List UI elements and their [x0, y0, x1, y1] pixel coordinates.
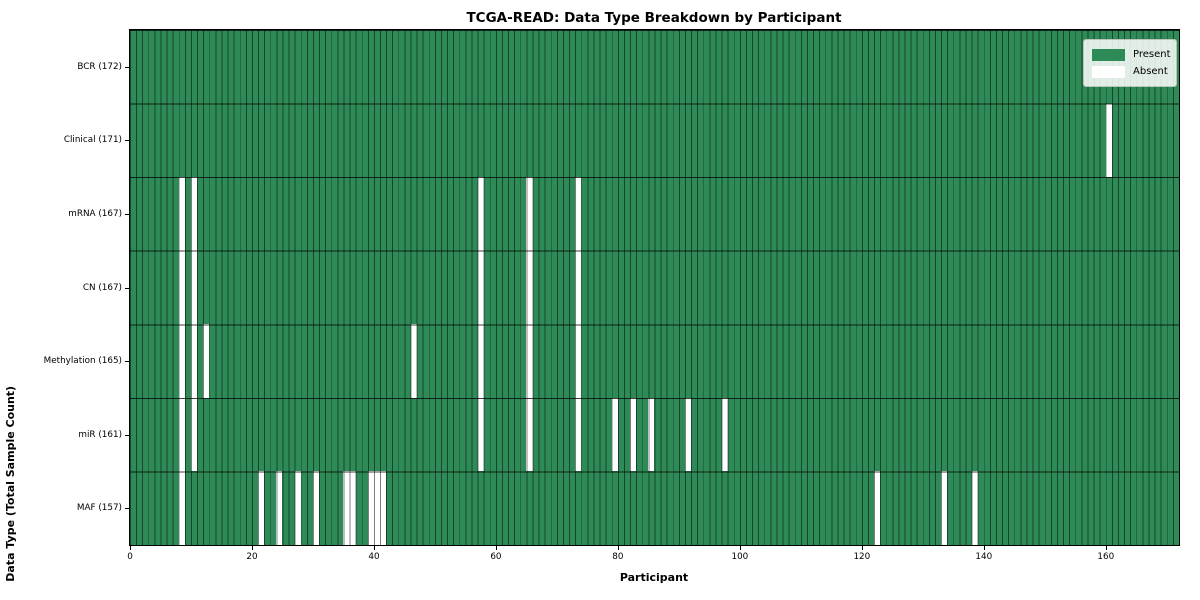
x-axis-label: Participant — [619, 571, 689, 584]
absent-cell — [526, 324, 533, 398]
absent-cell — [477, 177, 484, 251]
x-tick-mark — [983, 546, 985, 550]
y-tick-mark — [125, 361, 129, 363]
y-tick-mark — [125, 287, 129, 289]
absent-cell — [203, 324, 210, 398]
absent-cell — [630, 397, 637, 472]
x-tick-label: 140 — [975, 552, 993, 562]
y-tick-label: Methylation (165) — [43, 356, 122, 367]
x-tick-mark — [1105, 546, 1107, 550]
absent-cell — [1105, 103, 1112, 178]
absent-cell — [575, 324, 582, 398]
absent-cell — [611, 397, 618, 472]
absent-cell — [526, 177, 533, 251]
x-tick-mark — [617, 546, 619, 550]
absent-cell — [575, 397, 582, 472]
absent-cell — [258, 471, 265, 545]
y-tick-label: mRNA (167) — [68, 208, 122, 219]
x-tick-label: 160 — [1097, 552, 1115, 562]
x-tick-label: 0 — [127, 552, 133, 562]
absent-cell — [477, 324, 484, 398]
absent-cell — [721, 397, 728, 472]
x-tick-label: 120 — [853, 552, 871, 562]
y-tick-mark — [125, 508, 129, 510]
y-tick-mark — [125, 140, 129, 142]
absent-cell — [380, 471, 387, 545]
absent-cell — [941, 471, 948, 545]
y-axis-label: Data Type (Total Sample Count) — [4, 385, 17, 582]
legend: Present Absent — [1083, 39, 1177, 87]
absent-cell — [874, 471, 881, 545]
x-tick-mark — [373, 546, 375, 550]
legend-present-label: Present — [1133, 49, 1171, 60]
y-tick-label: Clinical (171) — [63, 135, 122, 146]
absent-cell — [178, 177, 185, 251]
legend-absent-label: Absent — [1133, 66, 1168, 77]
x-tick-mark — [251, 546, 253, 550]
present-swatch — [1092, 48, 1125, 61]
absent-cell — [477, 250, 484, 325]
x-tick-label: 40 — [368, 552, 380, 562]
absent-cell — [294, 471, 301, 545]
absent-cell — [190, 324, 198, 398]
absent-cell — [575, 250, 582, 325]
absent-cell — [312, 471, 320, 545]
absent-cell — [178, 324, 185, 398]
x-tick-label: 60 — [490, 552, 502, 562]
x-tick-label: 20 — [246, 552, 258, 562]
absent-cell — [178, 471, 185, 545]
absent-swatch — [1092, 65, 1125, 78]
absent-cell — [410, 324, 417, 398]
absent-cell — [971, 471, 978, 545]
absent-cell — [178, 250, 185, 325]
y-tick-mark — [125, 66, 129, 68]
y-tick-mark — [125, 434, 129, 436]
absent-cell — [178, 397, 185, 472]
absent-cell — [575, 177, 582, 251]
y-tick-label: miR (161) — [78, 429, 122, 440]
absent-cell — [684, 397, 692, 472]
absent-cell — [526, 250, 533, 325]
x-tick-mark — [495, 546, 497, 550]
y-tick-label: BCR (172) — [77, 61, 122, 72]
plot-border — [129, 29, 1180, 546]
x-tick-mark — [739, 546, 741, 550]
absent-cell — [190, 397, 198, 472]
absent-cell — [349, 471, 356, 545]
x-tick-mark — [130, 546, 131, 550]
x-tick-mark — [861, 546, 863, 550]
chart-title: TCGA-READ: Data Type Breakdown by Partic… — [466, 10, 842, 26]
y-tick-label: CN (167) — [82, 282, 122, 293]
legend-item-absent: Absent — [1092, 63, 1168, 80]
absent-cell — [526, 397, 533, 472]
absent-cell — [276, 471, 283, 545]
absent-cell — [477, 397, 484, 472]
x-tick-label: 100 — [731, 552, 749, 562]
legend-item-present: Present — [1092, 46, 1171, 63]
y-tick-mark — [125, 213, 129, 215]
plot-area — [130, 30, 1179, 545]
x-tick-label: 80 — [612, 552, 624, 562]
y-tick-label: MAF (157) — [76, 503, 122, 514]
absent-cell — [190, 177, 198, 251]
absent-cell — [190, 250, 198, 325]
absent-cell — [648, 397, 655, 472]
